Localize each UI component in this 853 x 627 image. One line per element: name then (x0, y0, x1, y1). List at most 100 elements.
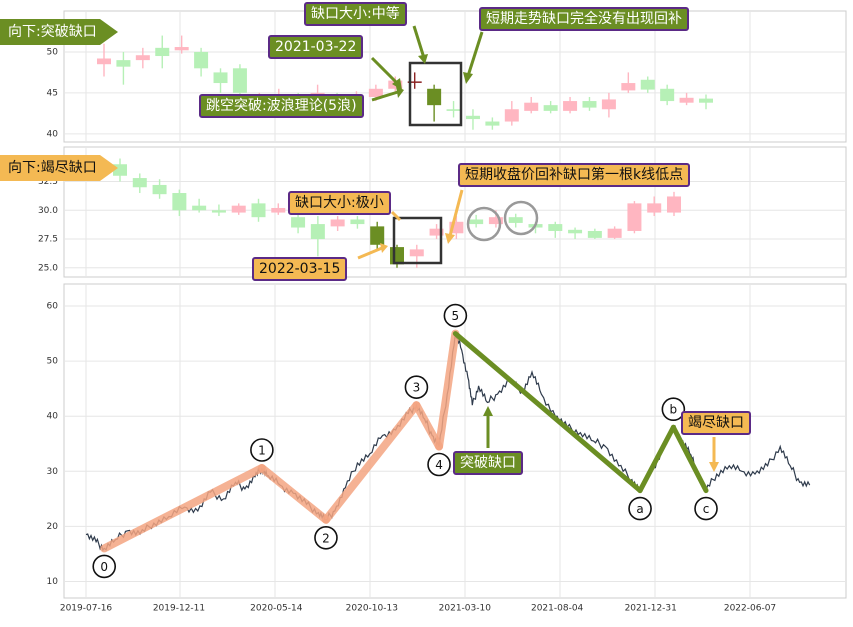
y-tick-label: 32.5 (38, 177, 58, 187)
candle-body (211, 210, 226, 213)
candle-body (465, 115, 480, 120)
arrow-right-icon (0, 19, 118, 45)
candle-body (231, 205, 246, 213)
candle-body (488, 217, 503, 225)
wave-label: 0 (100, 560, 108, 574)
wave-label: 2 (322, 531, 330, 545)
candle-body (568, 229, 583, 234)
x-tick-label: 2022-06-07 (724, 604, 776, 614)
top-arrowhead (418, 54, 428, 64)
candle-body (152, 184, 167, 195)
x-tick-label: 2020-05-14 (250, 604, 303, 614)
candle-body (446, 109, 461, 111)
candle-body (368, 88, 383, 97)
top-arrowhead (463, 72, 473, 84)
middle-note-tag: 短期收盘价回补缺口第一根k线低点 (458, 163, 691, 187)
top-gap-box (408, 61, 463, 127)
wave-marker (628, 496, 652, 521)
candle-body (508, 217, 523, 223)
candle-body (627, 203, 642, 231)
candle-body (504, 109, 519, 122)
middle-side-label-box: 向下:竭尽缺口 (0, 155, 118, 181)
candle-body (427, 88, 442, 106)
candle-body (350, 219, 365, 225)
x-tick-label: 2019-12-11 (153, 604, 205, 614)
wave-marker (314, 525, 338, 550)
candle-body (271, 207, 286, 213)
wave-label: c (703, 502, 710, 516)
wave-marker (427, 452, 451, 477)
panel-frame-0 (63, 10, 847, 143)
candle-body (647, 203, 662, 213)
middle-highlight-circle (466, 206, 502, 242)
x-tick-label: 2019-07-16 (60, 604, 113, 614)
wave-label: b (670, 403, 678, 417)
middle-date-tag: 2022-03-15 (252, 257, 348, 281)
top-breakout-tag: 跳空突破:波浪理论(5浪) (199, 94, 364, 118)
wave-label: 4 (435, 458, 443, 472)
wave-label: 1 (258, 443, 266, 457)
candle-body (213, 72, 228, 84)
candle-body (330, 219, 345, 227)
candle-body (232, 68, 247, 93)
candle-body (601, 99, 616, 110)
y-tick-label: 50 (47, 357, 59, 367)
top-date-tag: 2021-03-22 (268, 35, 364, 59)
y-tick-label: 20 (47, 522, 59, 532)
middle-gap-box (392, 216, 443, 265)
wave-label: 3 (413, 381, 421, 395)
wave-label: a (636, 502, 643, 516)
top-arrow-gap-size (412, 25, 426, 59)
wave-segment (637, 424, 676, 494)
middle-arrow-note (448, 189, 464, 237)
exhaustion-arrowhead (709, 462, 719, 472)
candle-body (429, 228, 444, 236)
top-note-tag: 短期走势缺口完全没有出现回补 (479, 7, 689, 31)
x-tick-label: 2021-12-31 (625, 604, 677, 614)
wave-marker (404, 375, 429, 399)
y-tick-label: 30 (47, 467, 59, 477)
y-tick-label: 45 (47, 88, 58, 98)
wave-segment (452, 331, 643, 494)
candle-body (97, 58, 111, 65)
candle-body (135, 55, 150, 61)
candle-body (370, 226, 385, 245)
y-tick-label: 40 (47, 412, 59, 422)
wave-segment (435, 329, 460, 451)
y-tick-label: 60 (47, 302, 59, 312)
candle-body (407, 81, 422, 83)
candle-body (582, 101, 597, 108)
top-arrowhead (396, 86, 404, 98)
candle-body (621, 83, 636, 91)
candle-body (679, 97, 694, 103)
candle-body (667, 196, 681, 213)
candle-body (563, 101, 578, 111)
candle-body (116, 60, 131, 67)
top-arrow-breakout (371, 90, 399, 102)
wave-segment (321, 401, 421, 524)
candle-body (409, 249, 424, 257)
top-side-label: 向下:突破缺口 (8, 24, 97, 40)
candle-body (291, 217, 306, 228)
candle-body (587, 230, 602, 238)
wave-marker (694, 496, 718, 521)
x-tick-label: 2021-08-04 (531, 604, 584, 614)
candle-body (192, 205, 207, 211)
wave-label: 5 (452, 309, 460, 323)
y-tick-label: 10 (47, 577, 59, 587)
middle-highlight-circle (503, 200, 539, 236)
candle-body (640, 79, 655, 90)
y-tick-label: 30.0 (38, 206, 58, 216)
candle-body (132, 178, 147, 188)
y-tick-label: 27.5 (38, 235, 58, 245)
wave-marker (443, 303, 468, 328)
candle-body (449, 221, 464, 234)
candle-body (155, 47, 170, 57)
breakout-arrowhead (483, 406, 493, 416)
candle-body (543, 105, 558, 111)
y-tick-label: 50 (47, 47, 59, 57)
wave-segment (100, 463, 266, 553)
candle-body (310, 224, 325, 240)
